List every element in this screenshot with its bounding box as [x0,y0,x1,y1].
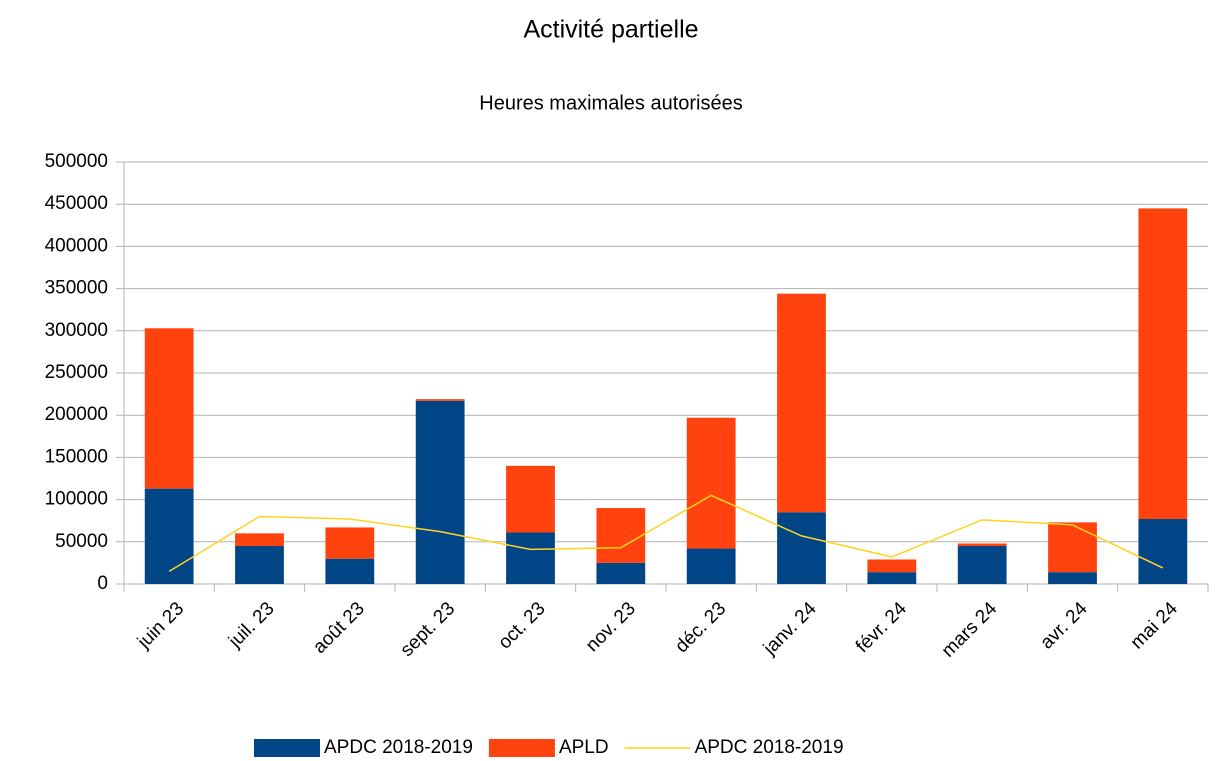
x-tick-label: déc. 23 [671,598,730,657]
chart-title: Activité partielle [523,16,698,44]
legend-label: APLD [559,737,609,758]
x-tick-label: sept. 23 [397,598,460,661]
x-tick-label: août 23 [309,598,369,658]
x-tick-label: avr. 24 [1036,598,1091,653]
bar [1138,519,1188,584]
x-tick-label: juin 23 [133,598,188,653]
bar [686,548,736,584]
y-tick-label: 350000 [45,278,108,299]
y-tick-label: 500000 [45,151,108,172]
bar [144,328,194,489]
x-tick-label: juil. 23 [224,598,278,652]
bar [777,293,826,513]
bar [235,533,284,547]
bar [325,527,375,559]
y-tick-label: 450000 [45,193,108,214]
bar [1048,572,1097,584]
x-tick-label: oct. 23 [494,598,549,653]
bar [957,546,1007,584]
y-tick-label: 200000 [45,404,108,425]
bar [596,508,646,563]
bar [596,562,646,584]
bar [1138,208,1188,520]
legend-label: APDC 2018-2019 [324,737,473,758]
y-tick-label: 150000 [45,446,108,467]
bar [506,465,555,533]
bar [777,512,826,584]
y-tick-label: 400000 [45,235,108,256]
bar [415,399,465,401]
y-tick-label: 250000 [45,362,108,383]
bar [235,546,284,584]
x-tick-label: mars 24 [938,598,1002,662]
x-tick-label: janv. 24 [759,598,821,660]
y-tick-label: 0 [97,573,108,594]
bar [1048,522,1097,573]
chart-subtitle: Heures maximales autorisées [479,92,742,114]
x-tick-label: nov. 23 [582,598,640,656]
y-tick-label: 50000 [55,531,108,552]
line [168,494,1164,572]
bar [686,417,736,549]
x-tick-label: mai 24 [1127,598,1182,653]
bar [144,488,194,584]
y-tick-label: 100000 [45,489,108,510]
legend-swatch [488,739,555,757]
bar [506,532,555,584]
bar [325,558,375,584]
legend-label: APDC 2018-2019 [695,737,844,758]
bar [415,400,465,584]
x-tick-label: févr. 24 [852,598,911,657]
legend-swatch [254,739,320,757]
bar [867,572,917,584]
bar [957,543,1007,547]
bar [867,559,917,573]
y-tick-label: 300000 [45,320,108,341]
